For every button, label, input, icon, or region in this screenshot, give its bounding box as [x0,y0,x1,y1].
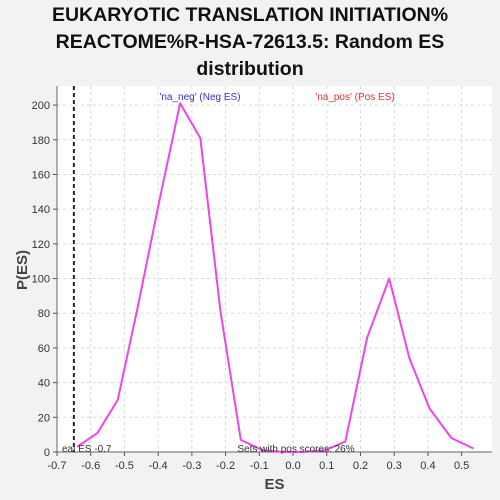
chart-title-line-2: REACTOME%R-HSA-72613.5: Random ES [55,31,445,53]
x-tick-label: 0.1 [319,460,334,472]
x-tick-label: -0.4 [149,460,168,472]
y-tick-label: 100 [32,274,50,286]
es-density-curve [76,102,474,453]
y-tick-label: 140 [32,204,50,216]
y-tick-label: 120 [32,239,50,251]
x-tick-label: 0.3 [387,460,402,472]
pos-scores-label: Sets with pos scores: 26% [237,444,354,455]
chart-title-line-1: EUKARYOTIC TRANSLATION INITIATION% [51,4,449,26]
y-tick-label: 200 [32,100,50,112]
x-tick-label: 0.4 [420,460,435,472]
y-tick-label: 60 [38,343,50,355]
y-tick-label: 180 [32,135,50,147]
x-tick-label: 0.5 [454,460,469,472]
chart-title-line-3: distribution [196,58,304,80]
neg-es-label: 'na_neg' (Neg ES) [159,92,240,103]
y-tick-label: 20 [38,412,50,424]
x-tick-label: -0.2 [216,460,235,472]
chart-title: EUKARYOTIC TRANSLATION INITIATION% REACT… [0,2,500,83]
x-tick-label: 0.2 [353,460,368,472]
tick-labels: -0.7 -0.6 -0.5 -0.4 -0.3 -0.2 -0.1 0.0 0.1 0.2 0.3… [32,100,470,472]
y-tick-label: 40 [38,378,50,390]
plot-area [57,86,492,452]
x-axis-label: ES [264,476,284,493]
real-es-label: eal ES -0.7 [62,444,112,455]
y-tick-label: 160 [32,169,50,181]
y-axis-label: P(ES) [14,250,31,290]
x-tick-label: -0.6 [81,460,100,472]
y-tick-label: 0 [44,447,50,459]
x-tick-label: 0.0 [285,460,300,472]
x-tick-label: -0.3 [182,460,201,472]
x-tick-label: -0.5 [115,460,134,472]
x-tick-label: -0.7 [48,460,67,472]
x-tick-label: -0.1 [250,460,269,472]
y-tick-label: 80 [38,308,50,320]
pos-es-label: 'na_pos' (Pos ES) [315,92,394,103]
